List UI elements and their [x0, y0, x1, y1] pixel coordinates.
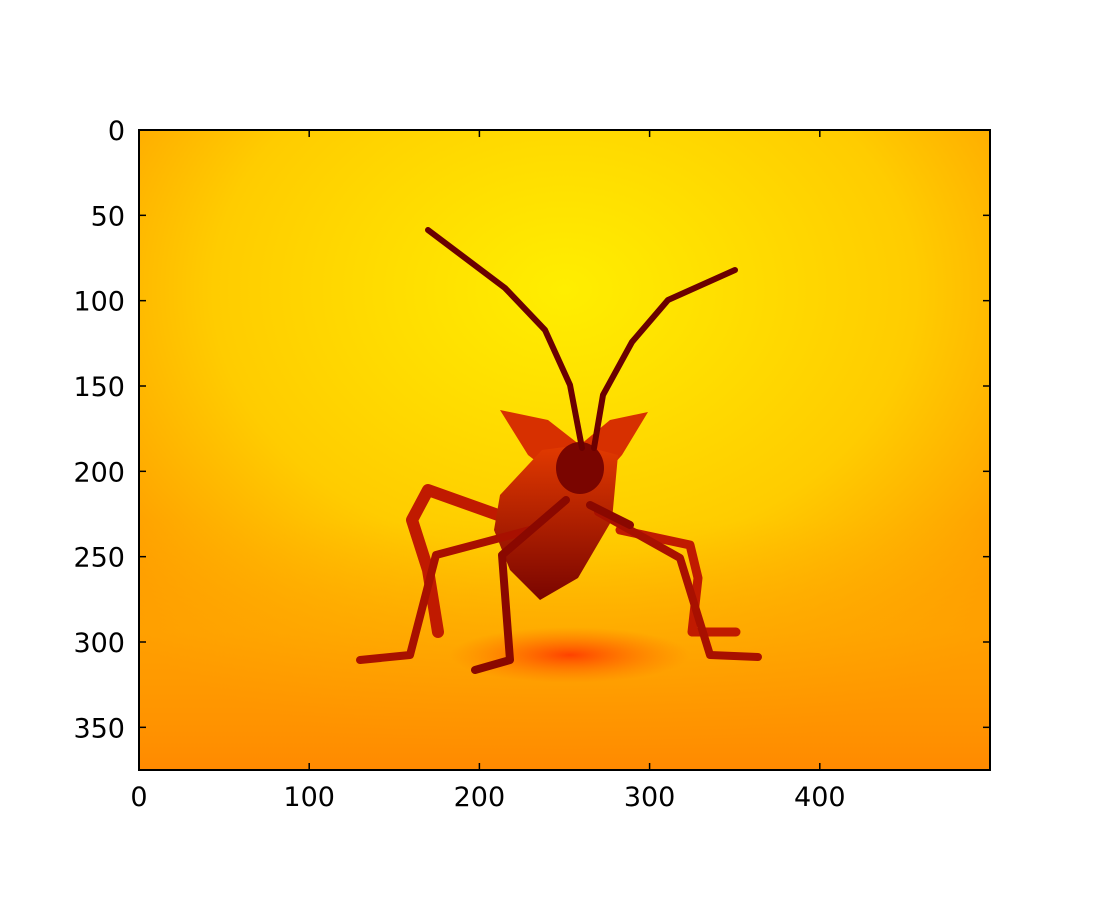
- y-tick-label: 0: [108, 116, 125, 147]
- x-tick-label: 300: [624, 782, 676, 813]
- bug-shadow: [450, 627, 690, 683]
- x-tick-label: 100: [283, 782, 335, 813]
- y-tick-label: 50: [91, 201, 125, 232]
- y-tick-label: 250: [73, 543, 125, 574]
- y-tick-label: 350: [73, 713, 125, 744]
- x-tick-label: 200: [454, 782, 506, 813]
- y-tick-label: 150: [73, 372, 125, 403]
- heatmap-image: [139, 130, 990, 770]
- x-tick-label: 400: [794, 782, 846, 813]
- y-tick-label: 200: [73, 457, 125, 488]
- y-tick-label: 100: [73, 287, 125, 318]
- x-tick-label: 0: [130, 782, 147, 813]
- y-tick-label: 300: [73, 628, 125, 659]
